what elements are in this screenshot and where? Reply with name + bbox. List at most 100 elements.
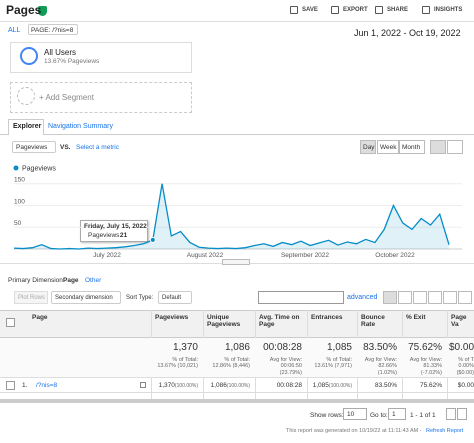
- granularity-label[interactable]: Week: [380, 144, 397, 151]
- total-value: 1,086: [224, 342, 250, 353]
- add-segment[interactable]: + Add Segment: [39, 93, 94, 102]
- date-range[interactable]: Jun 1, 2022 - Oct 19, 2022: [354, 28, 461, 38]
- cell-value: 1,085: [312, 382, 329, 389]
- plot-rows: Plot Rows: [18, 295, 46, 301]
- dimension-selected: Page: [63, 277, 79, 284]
- tab-active: [8, 119, 44, 135]
- resize-handle: [222, 259, 250, 265]
- column-header[interactable]: Avg. Time on Page: [259, 314, 300, 329]
- cell-value: 83.50%: [374, 382, 397, 389]
- tab[interactable]: Explorer: [13, 123, 42, 130]
- segment-box: [10, 42, 192, 73]
- action-button[interactable]: SAVE: [302, 7, 318, 13]
- checkbox[interactable]: [6, 318, 15, 327]
- metric-other[interactable]: Select a metric: [76, 144, 119, 151]
- checkbox[interactable]: [6, 381, 15, 390]
- column-header[interactable]: % Exit: [406, 314, 426, 321]
- totals-row: [0, 338, 474, 378]
- action-button[interactable]: INSIGHTS: [434, 7, 463, 13]
- table-header: [0, 310, 474, 338]
- segment-icon: [20, 47, 38, 65]
- segment-share: 13.67% Pageviews: [44, 58, 100, 65]
- cell-share: (100.00%): [328, 383, 352, 389]
- view-button[interactable]: [398, 291, 412, 304]
- tab[interactable]: Navigation Summary: [48, 123, 113, 130]
- total-value: 1,085: [326, 342, 352, 353]
- column-header[interactable]: Pageviews: [155, 314, 189, 321]
- view-button[interactable]: [413, 291, 427, 304]
- action-icon: [422, 6, 430, 14]
- cell-value: 1,086: [210, 382, 227, 389]
- refresh-link[interactable]: Refresh Report: [426, 428, 464, 434]
- view-button[interactable]: [428, 291, 442, 304]
- prev-button[interactable]: [446, 408, 456, 420]
- metric-select[interactable]: [12, 141, 56, 153]
- action-button[interactable]: EXPORT: [343, 7, 368, 13]
- total-detail: % of T 0.00% ($0.00): [456, 357, 474, 376]
- column-header[interactable]: Entrances: [311, 314, 343, 321]
- advanced-link[interactable]: advanced: [347, 294, 378, 301]
- chart-type-button[interactable]: [447, 140, 463, 154]
- sort-label: Sort Type:: [126, 295, 154, 301]
- rows-select[interactable]: [343, 408, 367, 420]
- column-header[interactable]: Page Va: [451, 314, 467, 329]
- show-rows-label: Show rows:: [310, 412, 344, 419]
- total-value: 75.62%: [408, 342, 442, 353]
- action-icon: [290, 6, 298, 14]
- goto-label: Go to:: [370, 412, 388, 419]
- granularity-button[interactable]: [399, 140, 425, 154]
- x-tick-label: October 2022: [375, 252, 415, 259]
- verified-icon: [38, 6, 47, 16]
- total-detail: Avg for View: 00:06:50 (23.79%): [269, 357, 302, 376]
- granularity-label[interactable]: Month: [402, 144, 421, 151]
- page-range: 1 - 1 of 1: [410, 412, 436, 419]
- scrollbar: [0, 399, 474, 403]
- add-segment-box[interactable]: [10, 82, 192, 113]
- view-button[interactable]: [458, 291, 472, 304]
- granularity-button[interactable]: [377, 140, 399, 154]
- add-segment-icon: [17, 87, 35, 105]
- granularity-label[interactable]: Day: [363, 144, 375, 151]
- total-detail: Avg for View: 81.33% (-7.02%): [409, 357, 442, 376]
- dimension-other[interactable]: Other: [85, 277, 102, 284]
- action-icon: [375, 6, 383, 14]
- breadcrumb-chip: [28, 24, 78, 35]
- breadcrumb-link[interactable]: ALL: [8, 27, 21, 34]
- x-tick-label: July 2022: [93, 252, 121, 259]
- total-value: 83.50%: [363, 342, 397, 353]
- rows-value: 10: [347, 411, 355, 418]
- next-button[interactable]: [457, 408, 467, 420]
- footer-text: This report was generated on 10/19/22 at…: [286, 428, 422, 434]
- goto-input[interactable]: [388, 408, 406, 420]
- sort-type: Default: [162, 295, 182, 301]
- breadcrumb-page: PAGE: /?nis=8: [31, 27, 74, 34]
- x-tick-label: September 2022: [281, 252, 329, 259]
- view-button[interactable]: [383, 291, 397, 304]
- dimension-label: Primary Dimension:: [8, 277, 65, 284]
- row-cell: 1,085(100.00%): [309, 382, 352, 390]
- action-button[interactable]: SHARE: [387, 7, 409, 13]
- search-input[interactable]: [258, 291, 344, 304]
- row-cell: 1,370(100.00%): [153, 382, 198, 390]
- granularity-button[interactable]: [360, 140, 376, 154]
- tab-divider: [0, 134, 474, 135]
- row-page[interactable]: /?nis=8: [36, 382, 58, 389]
- chart-type-button[interactable]: [430, 140, 446, 154]
- tooltip-value: 21: [120, 232, 128, 239]
- column-header[interactable]: Unique Pageviews: [207, 314, 241, 329]
- row-link-icon: [140, 382, 146, 388]
- action-icon: [331, 6, 339, 14]
- tooltip-label: Pageviews:: [88, 232, 122, 239]
- column-header[interactable]: Bounce Rate: [361, 314, 385, 329]
- total-detail: % of Total: 13.61% (7,971): [314, 357, 352, 370]
- secondary-select[interactable]: [51, 291, 121, 304]
- data-row: [0, 378, 474, 393]
- divider: [0, 21, 474, 22]
- view-button[interactable]: [443, 291, 457, 304]
- sort-select[interactable]: [158, 291, 192, 304]
- column-header[interactable]: Page: [32, 314, 48, 321]
- cell-value: 00:08:28: [276, 382, 302, 389]
- hover-point: [149, 236, 156, 243]
- total-value: 00:08:28: [263, 342, 302, 353]
